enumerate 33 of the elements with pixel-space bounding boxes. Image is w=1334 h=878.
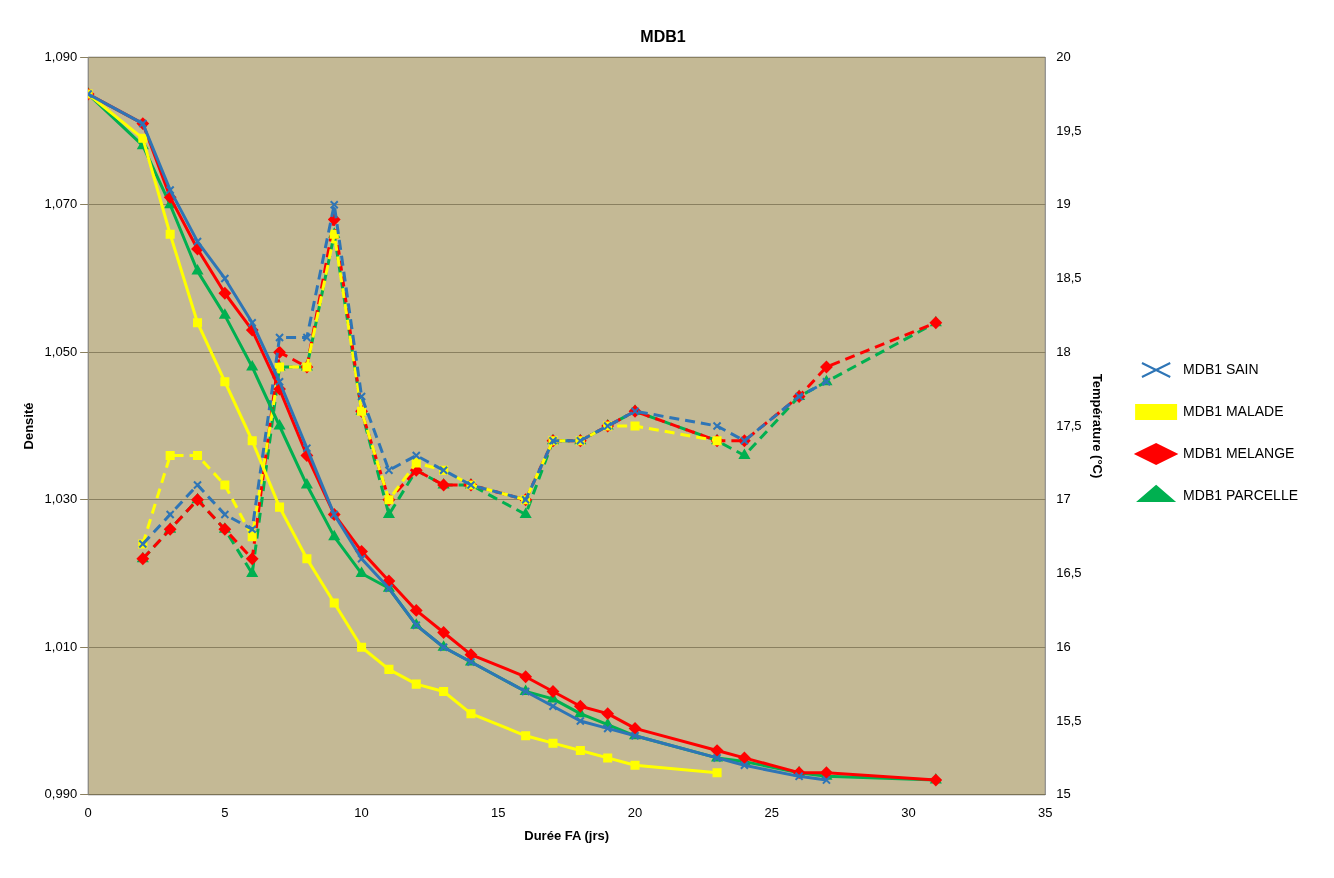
y2-tick-label: 20: [1056, 48, 1071, 64]
legend-label: MDB1 MALADE: [1183, 402, 1284, 419]
y2-tick-label: 19: [1056, 196, 1071, 212]
y-axis-title: Densité: [21, 402, 37, 450]
y2-tick-label: 19,5: [1056, 122, 1082, 138]
y2-tick-label: 15,5: [1056, 712, 1082, 728]
legend-label: MDB1 SAIN: [1183, 360, 1259, 377]
x-axis-title: Durée FA (jrs): [524, 827, 610, 843]
y2-axis-title: Température (°C): [1089, 373, 1105, 479]
x-tick-label: 0: [84, 805, 92, 821]
y2-tick-label: 15: [1056, 786, 1071, 802]
x-tick-label: 25: [764, 805, 779, 821]
y2-tick-label: 17: [1056, 491, 1071, 507]
chart-title: MDB1: [640, 28, 686, 46]
y2-tick-label: 18: [1056, 343, 1071, 359]
x-tick-label: 20: [627, 805, 643, 821]
y2-tick-label: 16: [1056, 638, 1071, 654]
x-tick-label: 15: [491, 805, 506, 821]
y2-tick-label: 16,5: [1056, 565, 1082, 581]
legend-label: MDB1 MELANGE: [1183, 444, 1295, 461]
x-tick-label: 35: [1037, 805, 1053, 821]
y-tick-label: 1,050: [44, 343, 78, 359]
y-tick-label: 1,070: [44, 196, 78, 212]
x-tick-label: 30: [901, 805, 916, 821]
y2-tick-label: 18,5: [1056, 270, 1082, 286]
x-tick-label: 5: [221, 805, 229, 821]
legend-label: MDB1 PARCELLE: [1183, 486, 1299, 503]
x-tick-label: 10: [354, 805, 369, 821]
y-tick-label: 1,010: [44, 638, 78, 654]
y2-tick-label: 17,5: [1056, 417, 1082, 433]
y-tick-label: 0,990: [44, 786, 78, 802]
y-tick-label: 1,090: [44, 48, 78, 64]
y-tick-label: 1,030: [44, 491, 78, 507]
